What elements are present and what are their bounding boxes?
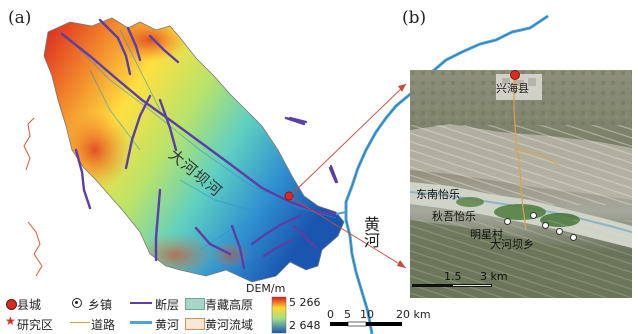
basin-edge-lines [23, 117, 43, 277]
legend-plateau: 青藏高原 [205, 298, 254, 312]
yellow-river-label: 黄河 [361, 216, 380, 248]
dem-legend-title: DEM/m [246, 282, 286, 295]
dem-legend-max: 5 266 [289, 296, 321, 309]
scale-label-10: 10 [360, 308, 374, 321]
legend-town: 乡镇 [88, 298, 113, 312]
legend-basin: 黄河流域 [205, 318, 254, 332]
dem-colorbar [271, 296, 287, 334]
panel-a-label: (a) [8, 8, 32, 28]
scalebar [330, 321, 402, 327]
town-marker [570, 234, 577, 241]
legend-county: 县城 [17, 298, 42, 312]
basin-legend-icon [185, 318, 205, 330]
scalebar-b-left [412, 284, 452, 287]
yellow-river-outline [345, 15, 549, 334]
town-marker [504, 218, 511, 225]
outside-faults [288, 116, 339, 184]
town-marker [556, 228, 563, 235]
scale-b-label-1: 1.5 [444, 270, 462, 283]
satellite-map-b: 兴海县 东南怡乐 秋吾怡乐 明星村 大河坝乡 1.5 3 km [410, 70, 632, 298]
panel-b-label: (b) [402, 8, 427, 28]
place-label-4: 大河坝乡 [490, 238, 534, 251]
scale-label-20km: 20 km [396, 308, 431, 321]
legend-fault: 断层 [155, 298, 180, 312]
town-legend-icon [72, 298, 82, 308]
leader-arrow-bottom [397, 260, 406, 268]
fault-lines [60, 18, 338, 270]
river-connector [335, 211, 347, 215]
leader-lines [291, 83, 407, 269]
basin-dem-fill [44, 18, 344, 282]
legend-yellow-river: 黄河 [155, 318, 180, 332]
place-county-label: 兴海县 [496, 82, 529, 95]
place-label-2: 秋吾怡乐 [432, 210, 476, 223]
county-legend-icon [6, 299, 17, 310]
dem-legend-min: 2 648 [289, 319, 321, 332]
county-marker-a [284, 191, 294, 201]
county-marker-b [510, 70, 520, 80]
scale-label-5: 5 [344, 308, 351, 321]
fault-legend-icon [130, 302, 152, 304]
place-label-1: 东南怡乐 [416, 188, 460, 201]
legend-road: 道路 [91, 318, 116, 332]
satellite-imagery [410, 70, 632, 298]
basin-boundary [43, 17, 345, 283]
scalebar-b-right [452, 284, 492, 287]
legend-study-area: 研究区 [17, 318, 54, 332]
town-marker [530, 212, 537, 219]
scale-b-label-2: 3 km [480, 270, 508, 283]
town-marker [542, 222, 549, 229]
place-label-3: 明星村 [470, 228, 503, 241]
leader-arrow-top [398, 84, 406, 92]
yellow-river-legend-icon [130, 321, 152, 324]
plateau-legend-icon [185, 298, 205, 310]
road-legend-icon [70, 322, 90, 324]
scale-label-0: 0 [327, 308, 334, 321]
star-icon: ★ [5, 314, 16, 328]
